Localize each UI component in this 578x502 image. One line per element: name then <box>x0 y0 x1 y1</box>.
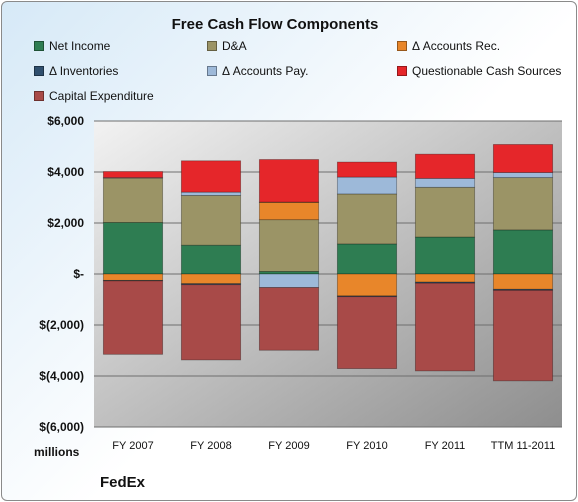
x-tick-label: FY 2008 <box>190 440 231 452</box>
bar-segment <box>102 222 164 275</box>
legend-item: Δ Accounts Pay. <box>207 64 309 78</box>
bar-segment <box>492 177 554 231</box>
bar-segment <box>414 236 476 275</box>
bar-segment <box>492 172 554 179</box>
bar-segment <box>258 219 320 272</box>
legend-label: Δ Inventories <box>49 64 119 78</box>
legend-label: D&A <box>222 39 247 53</box>
y-tick-label: $2,000 <box>47 216 84 230</box>
bar-segment <box>102 177 164 223</box>
company-label: FedEx <box>100 474 146 491</box>
legend-swatch <box>397 66 407 76</box>
legend-swatch <box>207 41 217 51</box>
y-tick-label: $(4,000) <box>39 369 84 383</box>
x-tick-label: FY 2011 <box>425 440 466 452</box>
y-tick-label: $(6,000) <box>39 420 84 434</box>
bar-segment <box>180 273 242 285</box>
bar-segment <box>336 243 398 275</box>
legend-item: D&A <box>207 39 247 53</box>
x-tick-label: FY 2009 <box>268 440 309 452</box>
y-tick-label: $6,000 <box>47 114 84 128</box>
bar-segment <box>102 273 164 281</box>
legend-swatch <box>397 41 407 51</box>
x-tick-label: FY 2007 <box>112 440 153 452</box>
bar-segment <box>336 296 398 370</box>
bar-segment <box>414 282 476 372</box>
bar-segment <box>492 289 554 382</box>
bar-segment <box>414 153 476 179</box>
legend-item: Capital Expenditure <box>34 89 154 103</box>
bar-segment <box>258 201 320 221</box>
bar-segment <box>102 171 164 179</box>
bar-segment <box>336 273 398 297</box>
units-label: millions <box>34 445 80 459</box>
bar-segment <box>414 177 476 188</box>
chart-title: Free Cash Flow Components <box>171 16 379 33</box>
legend-swatch <box>34 66 44 76</box>
legend-swatch <box>34 91 44 101</box>
bar-segment <box>102 280 164 355</box>
bar-segment <box>180 195 242 246</box>
x-tick-label: TTM 11-2011 <box>491 440 555 452</box>
legend-label: Questionable Cash Sources <box>412 64 562 78</box>
y-tick-label: $4,000 <box>47 165 84 179</box>
legend-item: Questionable Cash Sources <box>397 64 561 78</box>
bar-segment <box>492 229 554 275</box>
bar-segment <box>414 273 476 283</box>
bar-segment <box>492 288 554 291</box>
legend-item: Net Income <box>34 39 110 53</box>
legend-item: Δ Accounts Rec. <box>397 39 500 53</box>
bar-segment <box>180 284 242 361</box>
bar-segment <box>492 273 554 290</box>
bar-segment <box>180 244 242 275</box>
legend-label: Δ Accounts Rec. <box>412 39 501 53</box>
bar-segment <box>336 193 398 245</box>
bar-segment <box>492 144 554 173</box>
legend-swatch <box>34 41 44 51</box>
y-tick-label: $- <box>73 267 84 281</box>
legend-swatch <box>207 66 217 76</box>
bar-segment <box>336 161 398 178</box>
bar-segment <box>180 191 242 196</box>
bar-segment <box>258 273 320 288</box>
y-tick-label: $(2,000) <box>39 318 84 332</box>
bar-segment <box>336 176 398 195</box>
x-tick-label: FY 2010 <box>346 440 387 452</box>
legend-label: Net Income <box>49 39 111 53</box>
bar-segment <box>180 160 242 193</box>
legend-item: Δ Inventories <box>34 64 118 78</box>
bar-segment <box>258 287 320 351</box>
bar-segment <box>414 186 476 238</box>
bar-segment <box>258 159 320 203</box>
legend-label: Capital Expenditure <box>49 89 154 103</box>
legend-label: Δ Accounts Pay. <box>222 64 309 78</box>
